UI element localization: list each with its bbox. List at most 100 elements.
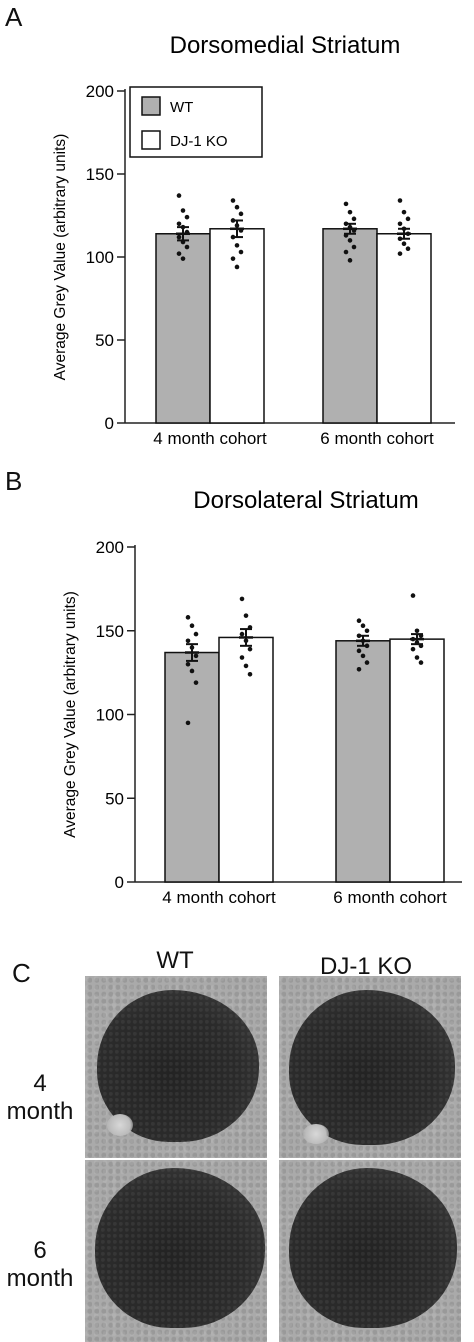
data-point [193, 631, 199, 637]
data-point [234, 243, 240, 248]
data-point [397, 198, 403, 203]
data-point [351, 244, 357, 250]
data-point [184, 214, 190, 220]
y-axis-label: Average Grey Value (arbitrary units) [62, 591, 79, 838]
data-point [360, 638, 366, 644]
data-point [176, 221, 182, 227]
data-point [189, 623, 195, 629]
bar [389, 638, 445, 883]
x-tick-label: 4 month cohort [162, 888, 276, 907]
column-label-wt: WT [156, 947, 194, 974]
data-point [356, 666, 362, 672]
data-point [239, 655, 245, 660]
y-tick-label: 100 [96, 706, 124, 725]
panel-c-letter: C [12, 958, 31, 988]
data-point [247, 672, 253, 677]
data-point [347, 238, 353, 243]
y-tick-label: 0 [105, 414, 114, 433]
data-point [185, 615, 191, 620]
data-point [418, 660, 424, 665]
data-point [180, 208, 186, 213]
legend-swatch [141, 130, 161, 150]
y-tick-label: 150 [96, 622, 124, 641]
y-axis-label: Average Grey Value (arbitrary units) [52, 134, 69, 381]
bar [164, 651, 220, 883]
image-wt-4-month [85, 976, 267, 1158]
data-point [401, 226, 407, 232]
y-tick-label: 0 [115, 873, 124, 892]
data-point [360, 623, 366, 629]
chart-dorsomedial: Dorsomedial Striatum Average Grey Value (… [52, 32, 455, 448]
data-point [185, 720, 191, 726]
data-point [243, 613, 249, 618]
data-point [180, 239, 186, 245]
chart-title: Dorsolateral Striatum [193, 487, 418, 514]
data-point [356, 618, 362, 623]
data-point [239, 631, 245, 637]
image-dj1ko-6-month [279, 1160, 461, 1342]
data-point [356, 648, 362, 654]
bar [376, 233, 432, 424]
data-point [184, 229, 190, 235]
data-point [247, 625, 253, 630]
y-tick-label: 50 [95, 331, 114, 350]
data-point [234, 223, 240, 228]
data-point [176, 251, 182, 256]
y-tick-label: 200 [86, 82, 114, 101]
data-point [230, 234, 236, 240]
y-tick-label: 50 [105, 789, 124, 808]
x-tick-label: 6 month cohort [320, 429, 434, 448]
data-point [410, 646, 416, 652]
data-point [347, 209, 353, 215]
data-point [180, 224, 186, 230]
data-point [247, 646, 253, 652]
data-point [364, 660, 370, 665]
data-point [239, 596, 245, 602]
row-label-6-number: 6 [33, 1237, 47, 1264]
data-point [238, 249, 244, 255]
data-point [230, 198, 236, 203]
data-point [176, 193, 182, 198]
panel-a-letter: A [5, 2, 23, 32]
data-point [238, 211, 244, 217]
data-point [185, 661, 191, 667]
row-label-4-month: 4 month [0, 1070, 80, 1126]
data-point [184, 244, 190, 250]
row-label-4-number: 4 [33, 1070, 47, 1097]
panel-b-letter: B [5, 466, 23, 496]
data-point [414, 640, 420, 645]
legend-swatch [141, 96, 161, 116]
data-point [243, 663, 249, 669]
bar [209, 228, 265, 424]
data-point [193, 653, 199, 659]
image-dj1ko-4-month [279, 976, 461, 1158]
data-point [397, 221, 403, 227]
chart-title: Dorsomedial Striatum [170, 32, 401, 59]
data-point [356, 633, 362, 639]
data-point [193, 680, 199, 685]
data-point [405, 231, 411, 237]
image-wt-6-month [85, 1160, 267, 1342]
data-point [414, 628, 420, 634]
data-point [351, 228, 357, 233]
data-point [238, 228, 244, 233]
data-point [405, 216, 411, 222]
data-point [364, 628, 370, 634]
data-point [189, 668, 195, 674]
row-label-6-month: 6 month [0, 1237, 80, 1293]
bar [218, 636, 274, 883]
data-point [414, 655, 420, 660]
column-label-dj1ko: DJ-1 KO [319, 953, 412, 980]
data-point [418, 633, 424, 639]
data-point [410, 593, 416, 598]
data-point [343, 201, 349, 207]
data-point [176, 234, 182, 240]
data-point [364, 643, 370, 649]
row-label-6-unit: month [6, 1265, 74, 1292]
data-point [410, 636, 416, 642]
data-point [180, 256, 186, 261]
legend-label: WT [170, 99, 193, 116]
x-tick-label: 6 month cohort [333, 888, 447, 907]
data-point [401, 209, 407, 215]
data-point [397, 236, 403, 242]
